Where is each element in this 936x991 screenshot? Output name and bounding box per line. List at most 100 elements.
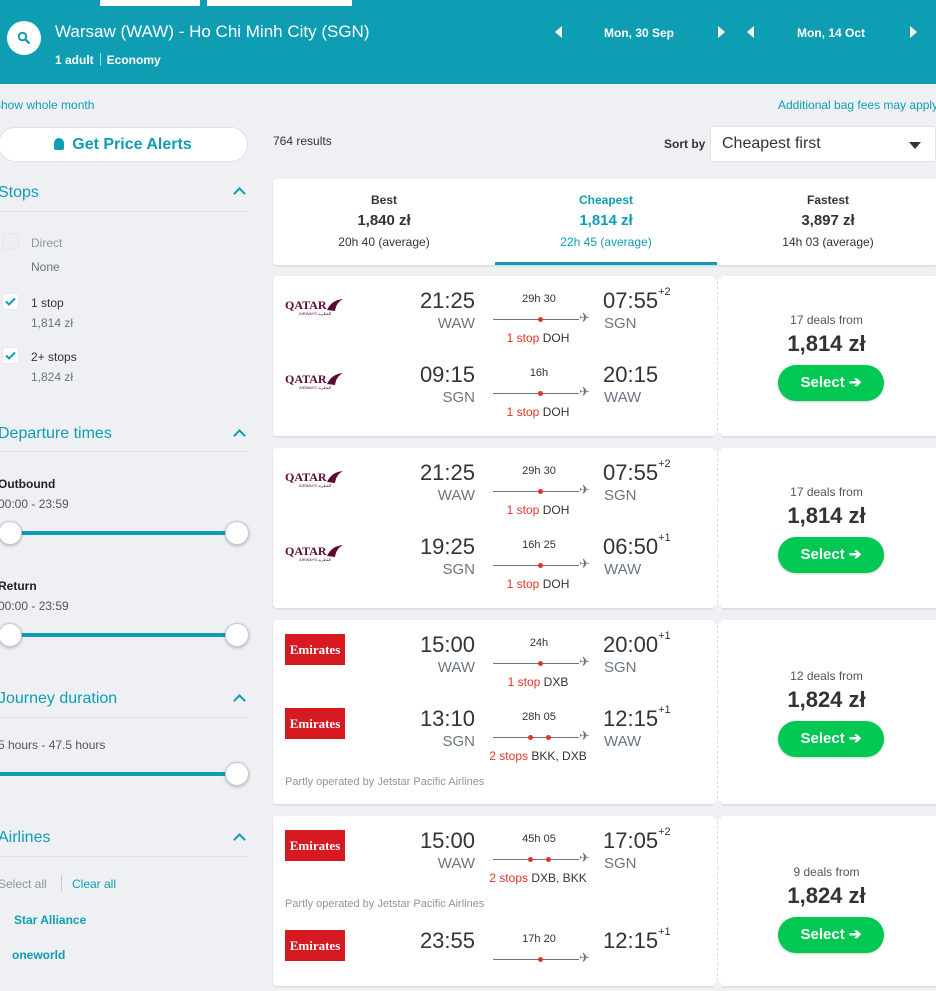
stop-dot (528, 735, 533, 740)
route-line (493, 661, 579, 666)
stop-dot (538, 957, 543, 962)
tab-duration: 14h 03 (average) (782, 235, 874, 249)
card-notch (713, 800, 722, 809)
route-title[interactable]: Warsaw (WAW) - Ho Chi Minh City (SGN) (55, 22, 370, 41)
chevron-up-icon[interactable] (234, 833, 246, 841)
oryx-icon (327, 471, 343, 483)
stops-airports: DXB (543, 675, 569, 689)
depart-next-day-icon[interactable] (715, 24, 727, 40)
stops-info: 1 stop DXB (463, 675, 613, 689)
operated-by-note: Partly operated by Jetstar Pacific Airli… (285, 776, 485, 788)
search-button[interactable] (7, 21, 41, 55)
outbound-slider-end-handle[interactable] (225, 521, 249, 545)
oryx-icon (327, 545, 343, 557)
clear-all-link[interactable]: Clear all (72, 877, 117, 891)
divider (0, 856, 248, 857)
return-label: Return (0, 579, 37, 593)
flight-result-card[interactable]: Emirates 15:00 WAW 45h 05 ✈ 2 stops DXB, BKK 1… (273, 811, 936, 991)
chevron-up-icon[interactable] (234, 187, 246, 195)
two-plus-stops-checkbox[interactable] (2, 347, 19, 364)
direct-checkbox[interactable] (2, 233, 19, 250)
departure-time: 13:10 (419, 706, 475, 731)
show-whole-month-link[interactable]: Show whole month (0, 98, 95, 112)
route-line (493, 857, 579, 862)
passenger-cabin-summary[interactable]: 1 adult Economy (55, 53, 161, 67)
day-offset: +1 (658, 630, 671, 642)
flight-result-card[interactable]: QATAR AIRWAYS القطرية 21:25 WAW 29h 30 ✈ 1 sto… (273, 443, 936, 613)
get-price-alerts-button[interactable]: Get Price Alerts (0, 127, 248, 162)
select-button[interactable]: Select ➔ (778, 365, 884, 401)
stop-dot (546, 735, 551, 740)
depart-prev-day-icon[interactable] (553, 24, 565, 40)
oryx-icon (327, 299, 343, 311)
select-all-link[interactable]: Select all (0, 877, 47, 891)
arrival-airport: SGN (604, 855, 637, 872)
duration-range: 5 hours - 47.5 hours (0, 738, 106, 752)
route-line (493, 957, 579, 962)
price-alerts-label: Get Price Alerts (72, 136, 192, 153)
bell-icon (54, 138, 65, 150)
arrival-time: 20:15 (603, 362, 658, 388)
journey-duration-filter-title[interactable]: Journey duration (0, 690, 118, 707)
route-line (493, 735, 579, 740)
departure-airport: WAW (437, 487, 475, 504)
return-slider-start-handle[interactable] (0, 623, 22, 647)
select-button[interactable]: Select ➔ (778, 721, 884, 757)
chevron-up-icon[interactable] (234, 694, 246, 702)
departure-times-filter-title[interactable]: Departure times (0, 425, 112, 442)
sort-select[interactable]: Cheapest first (710, 126, 936, 162)
tab-fastest[interactable]: Fastest 3,897 zł 14h 03 (average) (717, 179, 936, 265)
one-stop-checkbox[interactable] (2, 293, 19, 310)
outbound-slider-track[interactable] (10, 531, 238, 535)
qatar-airways-logo: QATAR AIRWAYS القطرية (285, 372, 347, 392)
outbound-slider-start-handle[interactable] (0, 521, 22, 545)
stops-filter-title[interactable]: Stops (0, 184, 39, 201)
departure-time: 09:15 (419, 362, 475, 387)
airline-alliance-star-alliance[interactable]: Star Alliance (14, 913, 87, 927)
stops-count: 2 stops (489, 749, 528, 763)
return-slider-track[interactable] (10, 633, 238, 637)
emirates-logo: Emirates (285, 708, 345, 739)
arrival-airport: WAW (604, 561, 642, 578)
return-prev-day-icon[interactable] (745, 24, 757, 40)
arrival-time: 12:15+1 (603, 704, 671, 732)
departure-time: 21:25 (419, 288, 475, 313)
flight-result-card[interactable]: Emirates 15:00 WAW 24h ✈ 1 stop DXB 20:00+1 SGN… (273, 615, 936, 809)
price: 1,814 zł (787, 503, 866, 528)
qatar-airways-logo: QATAR AIRWAYS القطرية (285, 298, 347, 318)
select-button[interactable]: Select ➔ (778, 917, 884, 953)
logo-subtext: AIRWAYS القطرية (299, 385, 332, 390)
chevron-up-icon[interactable] (234, 429, 246, 437)
duration-slider-track[interactable] (0, 772, 238, 776)
price: 1,824 zł (787, 883, 866, 908)
stops-airports: BKK, DXB (531, 749, 587, 763)
bag-fees-link[interactable]: Additional bag fees may apply (778, 98, 936, 112)
return-slider-end-handle[interactable] (225, 623, 249, 647)
card-notch (713, 811, 722, 820)
stop-dot (538, 317, 543, 322)
stops-info: 1 stop DOH (463, 405, 613, 419)
return-next-day-icon[interactable] (907, 24, 919, 40)
duration-slider-handle[interactable] (225, 762, 249, 786)
tab-label: Cheapest (578, 193, 634, 207)
tab-cheapest[interactable]: Cheapest 1,814 zł 22h 45 (average) (495, 179, 717, 265)
arrival-time-value: 12:15 (603, 928, 659, 953)
airline-alliance-oneworld[interactable]: oneworld (12, 948, 66, 962)
depart-date[interactable]: Mon, 30 Sep (604, 26, 675, 40)
stop-option-label: Direct (31, 236, 63, 250)
stops-count: 1 stop (506, 331, 540, 345)
airlines-filter-title[interactable]: Airlines (0, 829, 51, 846)
select-button[interactable]: Select ➔ (778, 537, 884, 573)
caret-down-icon (909, 142, 921, 149)
return-date[interactable]: Mon, 14 Oct (797, 26, 866, 40)
sort-value: Cheapest first (722, 135, 821, 152)
departure-airport: SGN (442, 733, 475, 750)
stop-option-price: 1,814 zł (31, 316, 74, 330)
route-line (493, 391, 579, 396)
card-notch (713, 271, 722, 280)
departure-airport: WAW (437, 315, 475, 332)
departure-time: 15:00 (419, 632, 475, 657)
tab-best[interactable]: Best 1,840 zł 20h 40 (average) (273, 179, 495, 265)
flight-duration: 17h 20 (522, 933, 556, 945)
flight-result-card[interactable]: QATAR AIRWAYS القطرية 21:25 WAW 29h 30 ✈ 1 sto… (273, 271, 936, 441)
